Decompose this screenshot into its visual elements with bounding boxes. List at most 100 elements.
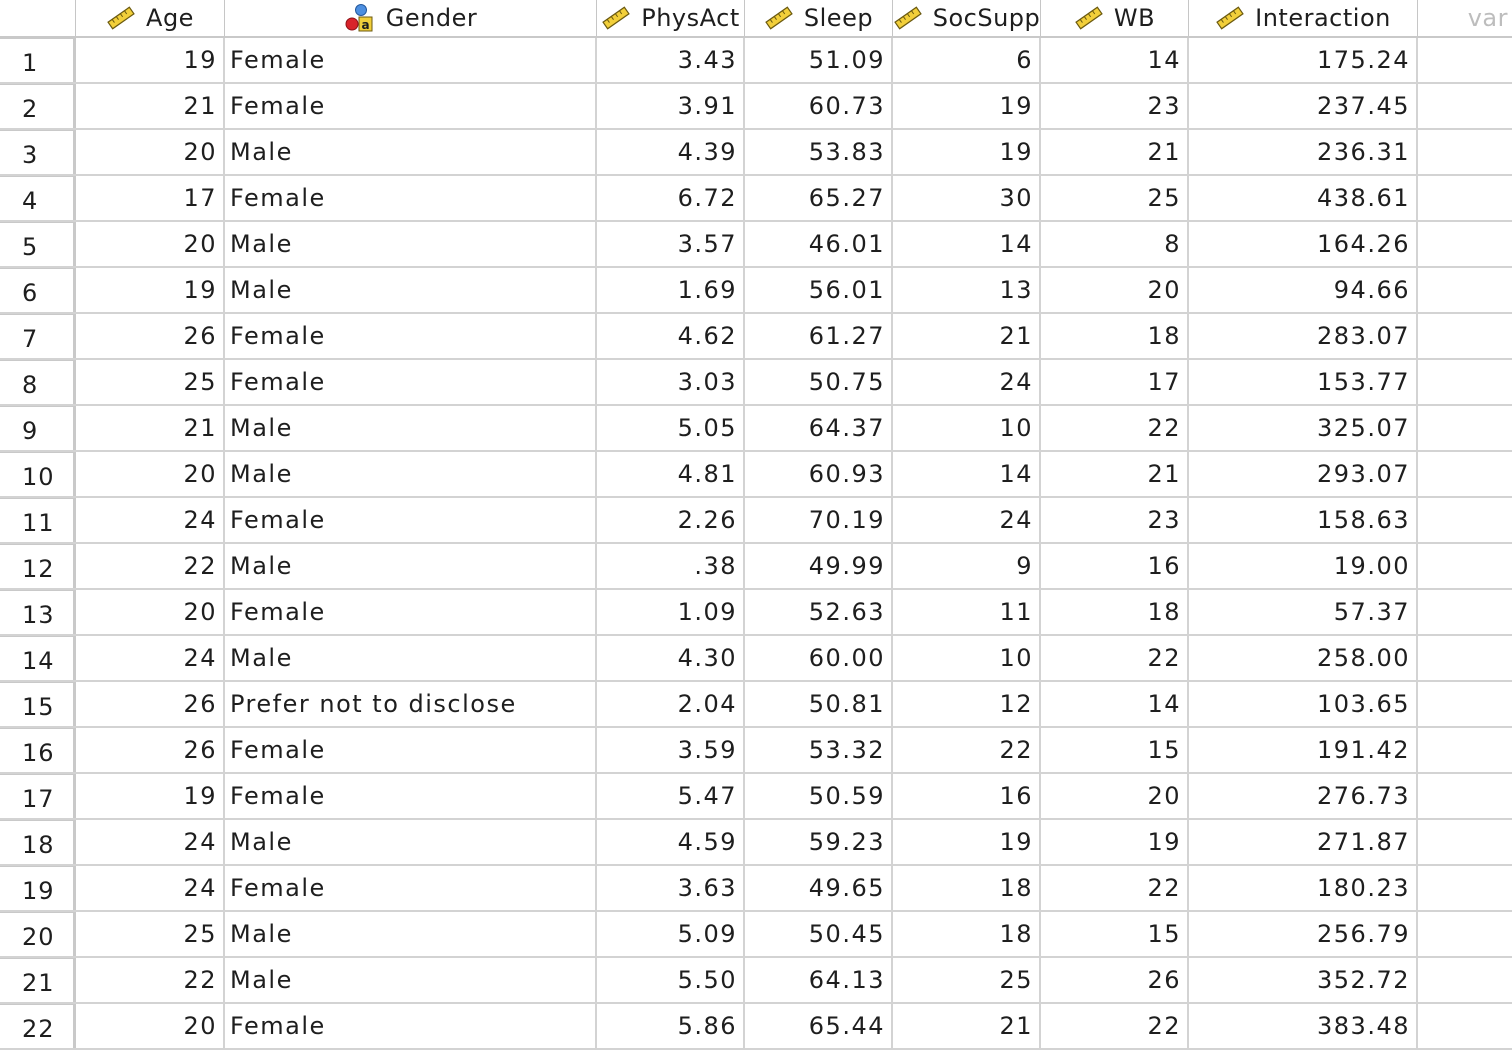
cell-wb[interactable]: 15	[1041, 728, 1189, 772]
cell-sleep[interactable]: 60.00	[745, 636, 893, 680]
cell-wb[interactable]: 17	[1041, 360, 1189, 404]
cell-wb[interactable]: 19	[1041, 820, 1189, 864]
cell-interaction[interactable]: 283.07	[1189, 314, 1418, 358]
cell-physact[interactable]: 3.03	[597, 360, 745, 404]
cell-sleep[interactable]: 50.81	[745, 682, 893, 726]
cell-empty[interactable]	[1418, 912, 1512, 956]
cell-gender[interactable]: Male	[225, 912, 597, 956]
cell-gender[interactable]: Female	[225, 774, 597, 818]
cell-socsupp[interactable]: 9	[893, 544, 1041, 588]
cell-empty[interactable]	[1418, 866, 1512, 910]
cell-physact[interactable]: 4.59	[597, 820, 745, 864]
column-header-physact[interactable]: PhysAct	[597, 0, 745, 36]
cell-wb[interactable]: 18	[1041, 314, 1189, 358]
cell-sleep[interactable]: 60.73	[745, 84, 893, 128]
cell-interaction[interactable]: 276.73	[1189, 774, 1418, 818]
cell-gender[interactable]: Female	[225, 728, 597, 772]
cell-physact[interactable]: 4.39	[597, 130, 745, 174]
cell-socsupp[interactable]: 14	[893, 452, 1041, 496]
cell-sleep[interactable]: 56.01	[745, 268, 893, 312]
column-header-interaction[interactable]: Interaction	[1189, 0, 1418, 36]
cell-wb[interactable]: 14	[1041, 38, 1189, 82]
row-number[interactable]: 20	[0, 912, 76, 956]
cell-sleep[interactable]: 53.32	[745, 728, 893, 772]
cell-age[interactable]: 24	[76, 866, 225, 910]
row-number[interactable]: 19	[0, 866, 76, 910]
row-number[interactable]: 21	[0, 958, 76, 1002]
row-number[interactable]: 7	[0, 314, 76, 358]
cell-socsupp[interactable]: 19	[893, 130, 1041, 174]
cell-gender[interactable]: Male	[225, 544, 597, 588]
column-header-wb[interactable]: WB	[1041, 0, 1189, 36]
cell-empty[interactable]	[1418, 544, 1512, 588]
cell-interaction[interactable]: 237.45	[1189, 84, 1418, 128]
cell-wb[interactable]: 16	[1041, 544, 1189, 588]
cell-sleep[interactable]: 64.37	[745, 406, 893, 450]
cell-sleep[interactable]: 50.75	[745, 360, 893, 404]
cell-interaction[interactable]: 94.66	[1189, 268, 1418, 312]
cell-gender[interactable]: Male	[225, 130, 597, 174]
cell-wb[interactable]: 22	[1041, 1004, 1189, 1048]
cell-age[interactable]: 19	[76, 774, 225, 818]
cell-empty[interactable]	[1418, 406, 1512, 450]
row-number[interactable]: 6	[0, 268, 76, 312]
cell-interaction[interactable]: 103.65	[1189, 682, 1418, 726]
cell-interaction[interactable]: 180.23	[1189, 866, 1418, 910]
cell-physact[interactable]: 5.05	[597, 406, 745, 450]
cell-physact[interactable]: 5.50	[597, 958, 745, 1002]
cell-empty[interactable]	[1418, 314, 1512, 358]
cell-gender[interactable]: Female	[225, 866, 597, 910]
cell-wb[interactable]: 20	[1041, 774, 1189, 818]
cell-gender[interactable]: Female	[225, 498, 597, 542]
cell-age[interactable]: 25	[76, 912, 225, 956]
cell-wb[interactable]: 15	[1041, 912, 1189, 956]
cell-socsupp[interactable]: 14	[893, 222, 1041, 266]
cell-gender[interactable]: Male	[225, 636, 597, 680]
cell-empty[interactable]	[1418, 452, 1512, 496]
cell-empty[interactable]	[1418, 84, 1512, 128]
cell-socsupp[interactable]: 10	[893, 406, 1041, 450]
cell-age[interactable]: 20	[76, 222, 225, 266]
cell-sleep[interactable]: 60.93	[745, 452, 893, 496]
cell-wb[interactable]: 25	[1041, 176, 1189, 220]
row-number[interactable]: 18	[0, 820, 76, 864]
cell-interaction[interactable]: 175.24	[1189, 38, 1418, 82]
cell-sleep[interactable]: 64.13	[745, 958, 893, 1002]
cell-wb[interactable]: 22	[1041, 406, 1189, 450]
column-header-gender[interactable]: a Gender	[225, 0, 597, 36]
cell-wb[interactable]: 14	[1041, 682, 1189, 726]
cell-gender[interactable]: Male	[225, 406, 597, 450]
cell-socsupp[interactable]: 10	[893, 636, 1041, 680]
cell-wb[interactable]: 20	[1041, 268, 1189, 312]
cell-physact[interactable]: 5.47	[597, 774, 745, 818]
cell-socsupp[interactable]: 21	[893, 314, 1041, 358]
cell-socsupp[interactable]: 12	[893, 682, 1041, 726]
cell-age[interactable]: 26	[76, 682, 225, 726]
row-number[interactable]: 3	[0, 130, 76, 174]
cell-socsupp[interactable]: 21	[893, 1004, 1041, 1048]
cell-gender[interactable]: Male	[225, 222, 597, 266]
cell-physact[interactable]: 4.62	[597, 314, 745, 358]
cell-physact[interactable]: 4.81	[597, 452, 745, 496]
cell-empty[interactable]	[1418, 590, 1512, 634]
column-header-age[interactable]: Age	[76, 0, 225, 36]
cell-empty[interactable]	[1418, 1004, 1512, 1048]
cell-physact[interactable]: 1.69	[597, 268, 745, 312]
cell-socsupp[interactable]: 13	[893, 268, 1041, 312]
cell-empty[interactable]	[1418, 498, 1512, 542]
cell-socsupp[interactable]: 24	[893, 498, 1041, 542]
cell-wb[interactable]: 21	[1041, 452, 1189, 496]
cell-empty[interactable]	[1418, 38, 1512, 82]
cell-wb[interactable]: 8	[1041, 222, 1189, 266]
cell-empty[interactable]	[1418, 176, 1512, 220]
cell-empty[interactable]	[1418, 636, 1512, 680]
cell-gender[interactable]: Male	[225, 268, 597, 312]
cell-interaction[interactable]: 153.77	[1189, 360, 1418, 404]
cell-interaction[interactable]: 158.63	[1189, 498, 1418, 542]
cell-sleep[interactable]: 59.23	[745, 820, 893, 864]
cell-age[interactable]: 20	[76, 1004, 225, 1048]
cell-age[interactable]: 17	[76, 176, 225, 220]
cell-gender[interactable]: Prefer not to disclose	[225, 682, 597, 726]
cell-interaction[interactable]: 438.61	[1189, 176, 1418, 220]
cell-sleep[interactable]: 53.83	[745, 130, 893, 174]
